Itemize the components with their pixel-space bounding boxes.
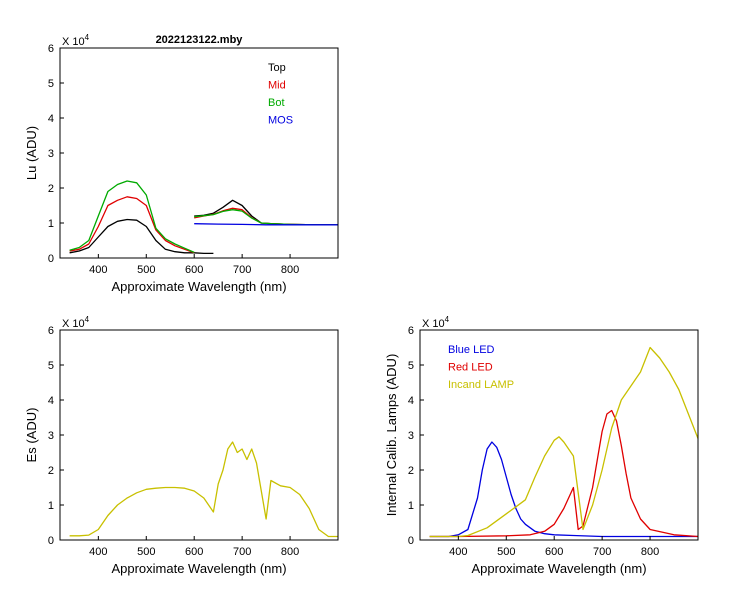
x-axis-label: Approximate Wavelength (nm) bbox=[111, 561, 286, 576]
y-tick-label: 5 bbox=[48, 360, 54, 372]
y-tick-label: 5 bbox=[408, 360, 414, 372]
x-tick-label: 700 bbox=[233, 546, 251, 558]
axis-multiplier-exponent: 4 bbox=[85, 315, 90, 324]
legend-entry-mos: MOS bbox=[268, 115, 293, 127]
x-tick-label: 800 bbox=[641, 546, 659, 558]
axis-multiplier: X 104 bbox=[422, 315, 450, 330]
y-tick-label: 4 bbox=[408, 395, 414, 407]
y-tick-label: 0 bbox=[408, 535, 414, 547]
y-tick-label: 6 bbox=[48, 43, 54, 55]
axis-multiplier: X 104 bbox=[62, 33, 90, 48]
x-axis-label: Approximate Wavelength (nm) bbox=[111, 279, 286, 294]
legend-entry-incand-lamp: Incand LAMP bbox=[448, 379, 514, 391]
x-tick-label: 500 bbox=[137, 546, 155, 558]
legend-entry-red-led: Red LED bbox=[448, 362, 493, 374]
plot-frame bbox=[59, 329, 339, 541]
y-tick-label: 6 bbox=[408, 325, 414, 337]
y-axis-label: Es (ADU) bbox=[24, 408, 39, 463]
y-tick-label: 5 bbox=[48, 78, 54, 90]
y-tick-label: 4 bbox=[48, 395, 54, 407]
legend-entry-bot: Bot bbox=[268, 97, 285, 109]
chart-panel-top: 0 1 2 3 4 5 6 400 500 600 700 800 X 104 2022123122.mb… bbox=[24, 33, 339, 294]
y-tick-label: 0 bbox=[48, 253, 54, 265]
axis-multiplier-exponent: 4 bbox=[85, 33, 90, 42]
x-tick-label: 800 bbox=[281, 264, 299, 276]
series-line-mid-red bbox=[194, 207, 338, 226]
chart-panel-es: 0 1 2 3 4 5 6 400 500 600 700 800 X 104 Approximate W… bbox=[24, 315, 339, 576]
x-tick-label: 600 bbox=[545, 546, 563, 558]
x-tick-label: 800 bbox=[281, 546, 299, 558]
y-tick-label: 6 bbox=[48, 325, 54, 337]
legend-entry-blue-led: Blue LED bbox=[448, 344, 495, 356]
axis-multiplier: X 104 bbox=[62, 315, 90, 330]
y-tick-label: 3 bbox=[408, 430, 414, 442]
x-tick-label: 400 bbox=[449, 546, 467, 558]
y-tick-label: 1 bbox=[48, 218, 54, 230]
series-line-red-led bbox=[429, 409, 699, 538]
y-tick-label: 2 bbox=[48, 183, 54, 195]
x-tick-label: 400 bbox=[89, 546, 107, 558]
x-tick-label: 500 bbox=[497, 546, 515, 558]
series-group bbox=[429, 346, 699, 538]
legend: Blue LED Red LED Incand LAMP bbox=[448, 344, 514, 391]
y-tick-label: 1 bbox=[408, 500, 414, 512]
series-line-top-red bbox=[194, 199, 338, 226]
y-axis-label: Lu (ADU) bbox=[24, 126, 39, 180]
legend-entry-top: Top bbox=[268, 62, 286, 74]
series-line-mid bbox=[69, 196, 195, 254]
series-line-es bbox=[69, 441, 338, 538]
legend: Top Mid Bot MOS bbox=[268, 62, 293, 127]
y-tick-label: 3 bbox=[48, 430, 54, 442]
y-tick-label: 3 bbox=[48, 148, 54, 160]
series-line-mos bbox=[194, 223, 338, 226]
x-tick-label: 700 bbox=[593, 546, 611, 558]
y-tick-label: 4 bbox=[48, 113, 54, 125]
legend-entry-mid: Mid bbox=[268, 80, 286, 92]
series-line-bot bbox=[69, 180, 195, 253]
x-tick-label: 600 bbox=[185, 264, 203, 276]
series-line-blue-led bbox=[429, 441, 698, 538]
series-line-top bbox=[69, 218, 214, 255]
x-tick-label: 700 bbox=[233, 264, 251, 276]
x-tick-label: 500 bbox=[137, 264, 155, 276]
chart-title: 2022123122.mby bbox=[156, 34, 244, 46]
x-tick-label: 400 bbox=[89, 264, 107, 276]
series-group bbox=[69, 180, 338, 255]
x-axis-label: Approximate Wavelength (nm) bbox=[471, 561, 646, 576]
series-line-incand-lamp bbox=[429, 346, 699, 538]
plot-frame bbox=[59, 47, 339, 259]
axis-multiplier-exponent: 4 bbox=[445, 315, 450, 324]
y-tick-label: 2 bbox=[408, 465, 414, 477]
y-tick-label: 1 bbox=[48, 500, 54, 512]
chart-panel-calib: 0 1 2 3 4 5 6 400 500 600 700 800 X 104 Approximate W… bbox=[384, 315, 699, 576]
x-tick-label: 600 bbox=[185, 546, 203, 558]
y-tick-label: 0 bbox=[48, 535, 54, 547]
series-group bbox=[69, 441, 338, 538]
y-tick-label: 2 bbox=[48, 465, 54, 477]
y-axis-label: Internal Calib. Lamps (ADU) bbox=[384, 354, 399, 517]
